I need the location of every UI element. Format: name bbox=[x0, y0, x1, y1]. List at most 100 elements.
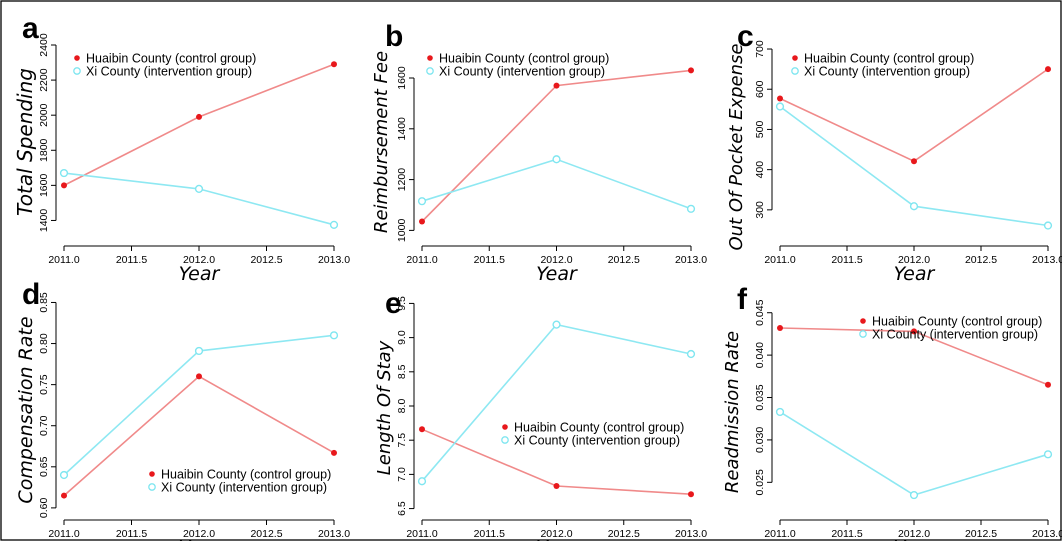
legend-label: Xi County (intervention group) bbox=[161, 481, 327, 495]
x-tick-label: 2011.5 bbox=[116, 528, 147, 540]
x-tick-label: 2012.5 bbox=[965, 528, 997, 540]
data-point bbox=[775, 407, 785, 417]
y-tick-label: 1800 bbox=[38, 138, 50, 162]
y-tick-label: 600 bbox=[754, 80, 766, 98]
x-tick-label: 2012.5 bbox=[608, 254, 640, 266]
x-tick-label: 2012.0 bbox=[183, 254, 215, 266]
y-tick-label: 0.025 bbox=[754, 469, 766, 495]
series-control bbox=[61, 373, 337, 499]
x-axis-title: Year bbox=[179, 263, 221, 285]
series-line bbox=[63, 334, 335, 476]
y-tick-label: 300 bbox=[754, 201, 766, 219]
legend-label: Huaibin County (control group) bbox=[86, 52, 256, 66]
data-point bbox=[775, 102, 785, 111]
y-tick-label: 2200 bbox=[38, 68, 50, 92]
panel-f: f 2011.0 2011.5 2012.0 2012.5 2013.0 0.025 0.03… bbox=[722, 283, 1062, 541]
y-tick-label: 1600 bbox=[396, 66, 408, 90]
data-point bbox=[688, 491, 694, 498]
data-point bbox=[419, 426, 425, 433]
x-axis-title: Year bbox=[894, 263, 936, 285]
x-tick-label: 2011.0 bbox=[48, 254, 79, 266]
legend-marker bbox=[426, 67, 434, 75]
legend: Huaibin County (control group)Xi County … bbox=[859, 315, 1042, 342]
data-point bbox=[417, 197, 427, 206]
data-point bbox=[553, 82, 560, 89]
data-point bbox=[777, 324, 783, 331]
panel-b: b 2011.0 2011.5 2012.0 2012.5 2013.0 1000 1200 1… bbox=[371, 20, 707, 285]
x-tick-label: 2013.0 bbox=[1032, 254, 1062, 266]
x-axis-title: Year bbox=[894, 537, 936, 541]
x-tick-label: 2011.5 bbox=[474, 254, 505, 266]
data-point bbox=[59, 168, 69, 178]
y-tick-label: 0.040 bbox=[754, 342, 766, 368]
y-axis-title: Out Of Pocket Expense bbox=[726, 43, 747, 250]
y-tick-label: 9.5 bbox=[396, 296, 408, 311]
series-control bbox=[777, 324, 1051, 388]
x-tick-label: 2012.0 bbox=[540, 528, 572, 540]
y-tick-label: 0.65 bbox=[38, 456, 50, 477]
legend-marker bbox=[791, 67, 799, 75]
y-tick-label: 1400 bbox=[396, 117, 408, 141]
data-point bbox=[59, 470, 69, 480]
series-intervention bbox=[775, 407, 1053, 500]
x-tick-label: 2011.0 bbox=[764, 528, 795, 540]
data-point bbox=[1043, 450, 1053, 459]
x-tick-label: 2011.5 bbox=[474, 528, 505, 540]
y-tick-label: 9.0 bbox=[396, 330, 408, 345]
series-line bbox=[421, 323, 692, 482]
x-tick-label: 2013.0 bbox=[675, 528, 707, 540]
legend-marker bbox=[149, 471, 155, 477]
x-tick-label: 2012.0 bbox=[898, 254, 930, 266]
x-axis-title: Year bbox=[536, 263, 578, 285]
data-point bbox=[196, 113, 202, 120]
data-point bbox=[61, 182, 67, 189]
y-tick-label: 1000 bbox=[396, 219, 408, 243]
legend: Huaibin County (control group)Xi County … bbox=[148, 468, 331, 495]
legend-marker bbox=[74, 55, 80, 61]
legend: Huaibin County (control group)Xi County … bbox=[791, 52, 974, 79]
y-tick-label: 7.5 bbox=[396, 433, 408, 448]
x-tick-label: 2013.0 bbox=[675, 254, 707, 266]
series-intervention bbox=[417, 320, 696, 486]
data-point bbox=[777, 95, 783, 102]
x-tick-label: 2012.0 bbox=[898, 528, 930, 540]
data-point bbox=[194, 184, 204, 193]
y-axis-title: Readmission Rate bbox=[722, 331, 743, 493]
series-line bbox=[779, 411, 1049, 496]
data-point bbox=[686, 349, 696, 359]
legend-marker bbox=[859, 330, 867, 338]
data-point bbox=[909, 490, 919, 500]
y-axis-title: Compensation Rate bbox=[15, 316, 37, 503]
y-tick-label: 0.80 bbox=[38, 333, 50, 354]
x-tick-label: 2011.0 bbox=[48, 528, 79, 540]
data-point bbox=[61, 492, 67, 499]
x-tick-label: 2011.0 bbox=[406, 528, 437, 540]
x-tick-label: 2011.5 bbox=[831, 528, 862, 540]
y-tick-label: 400 bbox=[754, 161, 766, 179]
series-control bbox=[777, 66, 1051, 165]
y-tick-label: 0.035 bbox=[754, 384, 766, 410]
data-point bbox=[331, 449, 337, 456]
x-tick-label: 2012.5 bbox=[965, 254, 997, 266]
legend: Huaibin County (control group)Xi County … bbox=[73, 52, 256, 79]
data-point bbox=[552, 320, 561, 329]
y-tick-label: 8.5 bbox=[396, 364, 408, 379]
data-point bbox=[909, 202, 919, 211]
y-tick-label: 0.045 bbox=[754, 299, 766, 325]
x-tick-label: 2012.0 bbox=[540, 254, 572, 266]
x-tick-label: 2011.5 bbox=[116, 254, 147, 266]
series-line bbox=[779, 68, 1049, 163]
y-tick-label: 8.0 bbox=[396, 399, 408, 414]
series-control bbox=[419, 426, 694, 498]
x-tick-label: 2013.0 bbox=[318, 528, 350, 540]
series-line bbox=[421, 69, 692, 223]
legend-label: Xi County (intervention group) bbox=[872, 328, 1038, 342]
panel-letter: b bbox=[385, 20, 403, 53]
x-axis-title: Year bbox=[536, 537, 578, 541]
data-point bbox=[329, 331, 339, 340]
x-tick-label: 2013.0 bbox=[1032, 528, 1062, 540]
data-point bbox=[688, 67, 694, 74]
data-point bbox=[1045, 66, 1051, 73]
